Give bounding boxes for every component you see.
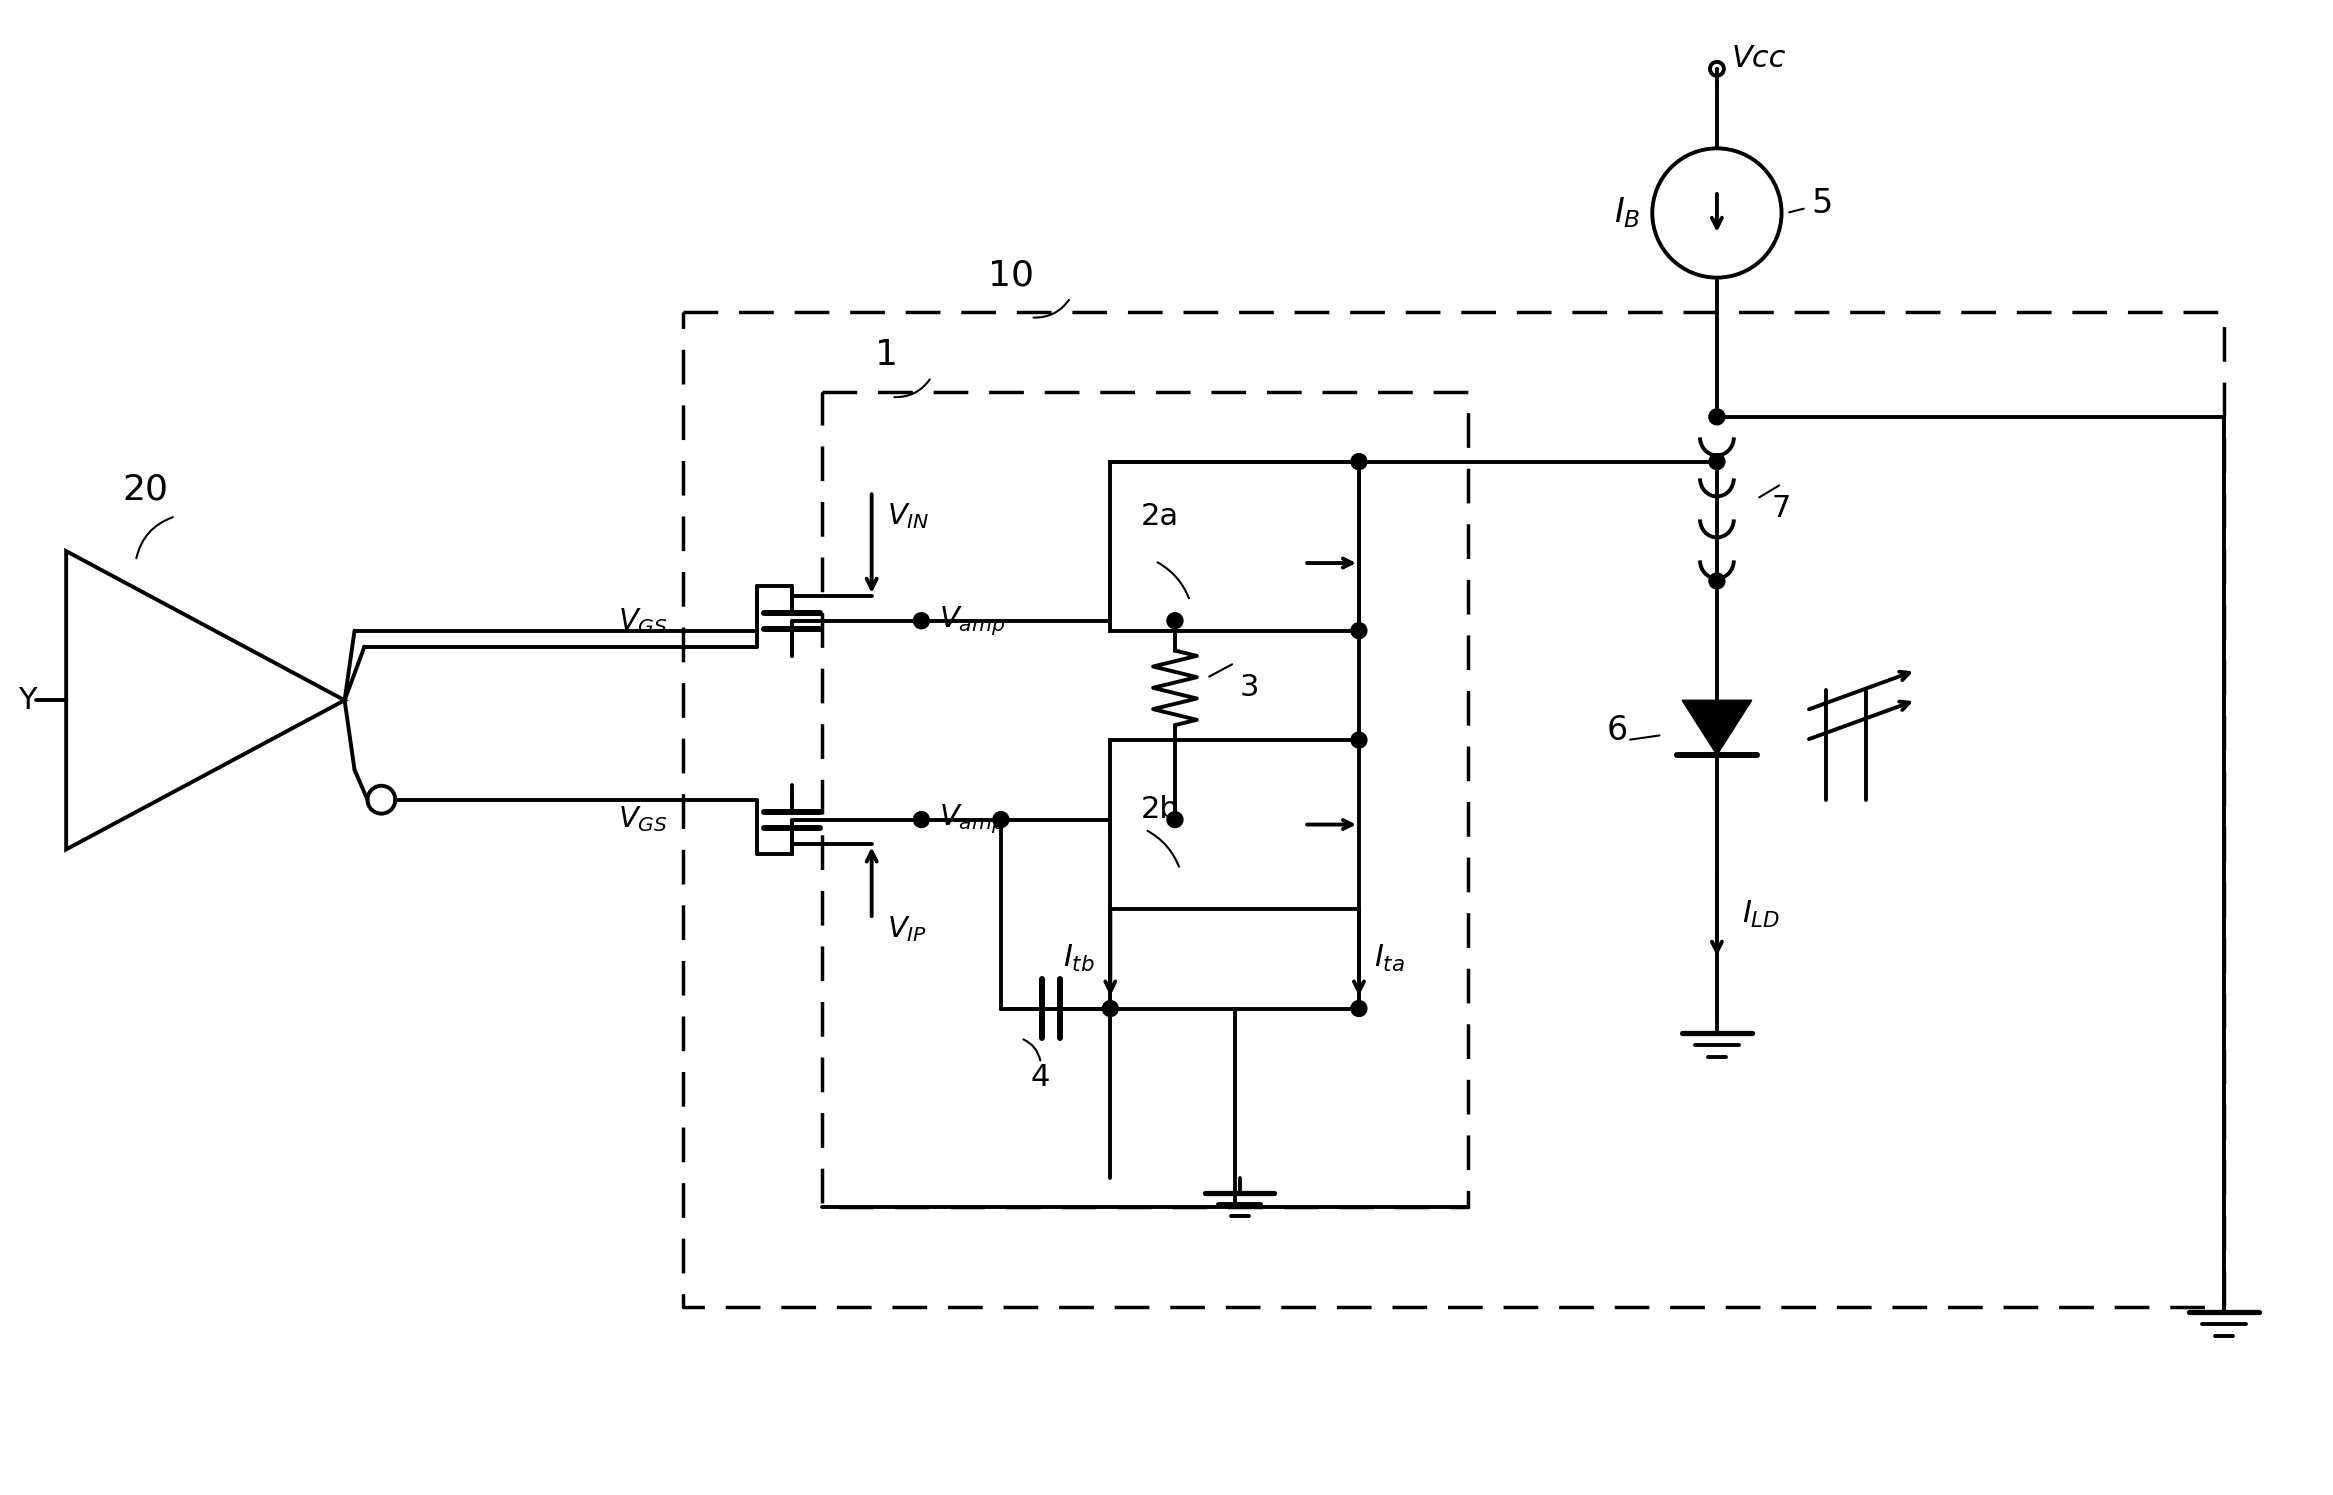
Circle shape	[915, 812, 929, 828]
Circle shape	[994, 812, 1008, 828]
Circle shape	[1710, 453, 1724, 469]
Text: 1: 1	[875, 338, 898, 372]
Circle shape	[1104, 1000, 1118, 1017]
Text: 3: 3	[1239, 673, 1260, 703]
Text: $I_{LD}$: $I_{LD}$	[1743, 898, 1780, 930]
Circle shape	[915, 613, 929, 629]
Text: $V_{GS}$: $V_{GS}$	[618, 804, 667, 834]
Circle shape	[1166, 812, 1183, 828]
Text: $I_B$: $I_B$	[1614, 196, 1640, 230]
Text: 4: 4	[1031, 1063, 1050, 1093]
Text: $V_{amp}$: $V_{amp}$	[940, 803, 1006, 836]
Circle shape	[1351, 1000, 1367, 1017]
Bar	[1111, 462, 1358, 631]
Text: $V_{GS}$: $V_{GS}$	[618, 605, 667, 635]
Text: $V_{IN}$: $V_{IN}$	[887, 501, 929, 531]
Text: $V_{amp}$: $V_{amp}$	[940, 604, 1006, 637]
Text: 7: 7	[1771, 495, 1792, 523]
Circle shape	[1710, 410, 1724, 425]
Text: Vcc: Vcc	[1731, 45, 1787, 73]
Text: 20: 20	[124, 472, 168, 507]
Circle shape	[1351, 733, 1367, 748]
Bar	[1111, 740, 1358, 909]
Text: 2a: 2a	[1141, 502, 1178, 531]
Circle shape	[1710, 573, 1724, 589]
Text: $I_{ta}$: $I_{ta}$	[1374, 943, 1404, 975]
Polygon shape	[1682, 700, 1752, 755]
Circle shape	[1166, 613, 1183, 629]
Text: 6: 6	[1605, 713, 1628, 746]
Circle shape	[1351, 453, 1367, 469]
Text: 2b: 2b	[1141, 795, 1180, 824]
Text: Y: Y	[19, 686, 37, 715]
Text: 10: 10	[987, 259, 1034, 293]
Text: $I_{tb}$: $I_{tb}$	[1064, 943, 1097, 975]
Text: 5: 5	[1810, 187, 1834, 220]
Text: $V_{IP}$: $V_{IP}$	[887, 913, 926, 943]
Circle shape	[1351, 623, 1367, 638]
